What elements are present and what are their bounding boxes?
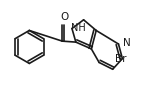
- Text: NH: NH: [71, 23, 86, 33]
- Text: Br: Br: [115, 54, 126, 64]
- Text: N: N: [123, 38, 131, 48]
- Text: O: O: [60, 12, 68, 22]
